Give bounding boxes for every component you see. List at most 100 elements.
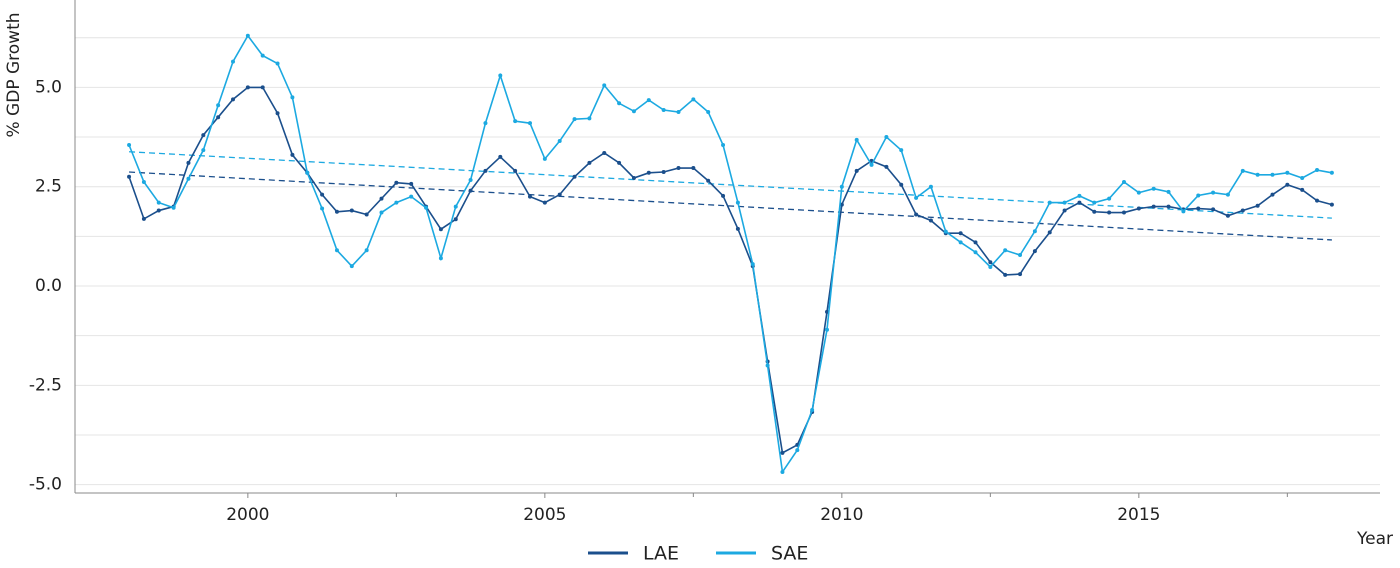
series-line bbox=[128, 34, 1333, 475]
point bbox=[1121, 179, 1126, 184]
point bbox=[721, 143, 726, 147]
point bbox=[453, 204, 458, 209]
point bbox=[1032, 229, 1037, 234]
point bbox=[973, 250, 978, 255]
x-tick-label: 2005 bbox=[523, 505, 566, 525]
point bbox=[617, 101, 622, 106]
x-tick-label: 2000 bbox=[226, 505, 269, 525]
y-tick-label: -2.5 bbox=[29, 375, 62, 395]
x-tick-label: 2015 bbox=[1117, 505, 1160, 525]
trend-line bbox=[129, 151, 1332, 219]
point bbox=[171, 205, 176, 210]
point bbox=[275, 61, 280, 66]
point bbox=[1032, 249, 1037, 254]
point bbox=[928, 184, 933, 189]
point bbox=[231, 59, 236, 64]
point bbox=[557, 139, 562, 144]
point bbox=[513, 119, 518, 124]
point bbox=[216, 115, 221, 120]
point bbox=[914, 212, 919, 217]
point bbox=[958, 240, 963, 245]
point bbox=[1121, 210, 1126, 215]
point bbox=[988, 260, 993, 265]
point bbox=[542, 156, 547, 161]
point bbox=[364, 212, 369, 217]
point bbox=[780, 469, 785, 474]
y-tick-label: -5.0 bbox=[29, 475, 62, 495]
point bbox=[631, 175, 636, 180]
point bbox=[483, 168, 488, 173]
point bbox=[602, 83, 607, 88]
point bbox=[1136, 206, 1141, 211]
point bbox=[661, 108, 666, 113]
y-tick-label: 0.0 bbox=[35, 276, 62, 296]
point bbox=[1255, 203, 1260, 208]
y-tick-label: 5.0 bbox=[35, 77, 62, 97]
point bbox=[201, 133, 206, 138]
point bbox=[676, 166, 681, 171]
point bbox=[1300, 187, 1305, 192]
point bbox=[958, 231, 963, 236]
point bbox=[527, 121, 532, 126]
point bbox=[483, 121, 488, 126]
point bbox=[334, 209, 339, 214]
point bbox=[216, 103, 221, 108]
point bbox=[587, 160, 592, 165]
point bbox=[201, 148, 206, 153]
point bbox=[498, 154, 503, 159]
legend-label: SAE bbox=[771, 543, 808, 565]
point bbox=[260, 85, 265, 90]
point bbox=[691, 166, 696, 171]
point bbox=[290, 95, 295, 100]
point bbox=[973, 240, 978, 245]
point bbox=[1300, 175, 1305, 180]
point bbox=[1285, 182, 1290, 187]
point bbox=[156, 200, 161, 205]
point bbox=[884, 164, 889, 169]
point bbox=[899, 182, 904, 187]
point bbox=[186, 176, 191, 181]
point bbox=[914, 195, 919, 200]
point bbox=[1003, 248, 1008, 253]
point bbox=[750, 262, 755, 267]
point bbox=[394, 180, 399, 185]
point bbox=[305, 170, 310, 175]
point bbox=[1151, 186, 1156, 191]
point bbox=[1062, 208, 1067, 213]
point bbox=[260, 53, 265, 58]
point bbox=[1211, 190, 1216, 195]
point bbox=[141, 179, 146, 184]
point bbox=[1077, 200, 1082, 205]
point bbox=[557, 192, 562, 197]
point bbox=[661, 170, 666, 175]
point bbox=[1047, 230, 1052, 235]
point bbox=[943, 229, 948, 234]
point bbox=[527, 194, 532, 199]
point bbox=[379, 210, 384, 215]
point bbox=[1225, 192, 1230, 197]
point bbox=[1107, 196, 1112, 201]
point bbox=[824, 327, 829, 332]
point bbox=[721, 193, 726, 198]
point bbox=[1107, 210, 1112, 215]
point bbox=[795, 448, 800, 453]
point bbox=[424, 205, 429, 210]
point bbox=[1196, 206, 1201, 211]
point bbox=[275, 111, 280, 116]
point bbox=[468, 188, 473, 193]
point bbox=[453, 217, 458, 222]
trend-line bbox=[129, 171, 1332, 241]
point bbox=[572, 117, 577, 122]
point bbox=[765, 363, 770, 368]
point bbox=[899, 148, 904, 153]
point bbox=[602, 150, 607, 155]
point bbox=[1240, 168, 1245, 173]
point bbox=[394, 200, 399, 205]
point bbox=[231, 97, 236, 102]
point bbox=[1018, 253, 1023, 258]
point bbox=[1240, 208, 1245, 213]
point bbox=[869, 162, 874, 167]
point bbox=[438, 256, 443, 261]
point bbox=[646, 98, 651, 103]
point bbox=[141, 216, 146, 221]
